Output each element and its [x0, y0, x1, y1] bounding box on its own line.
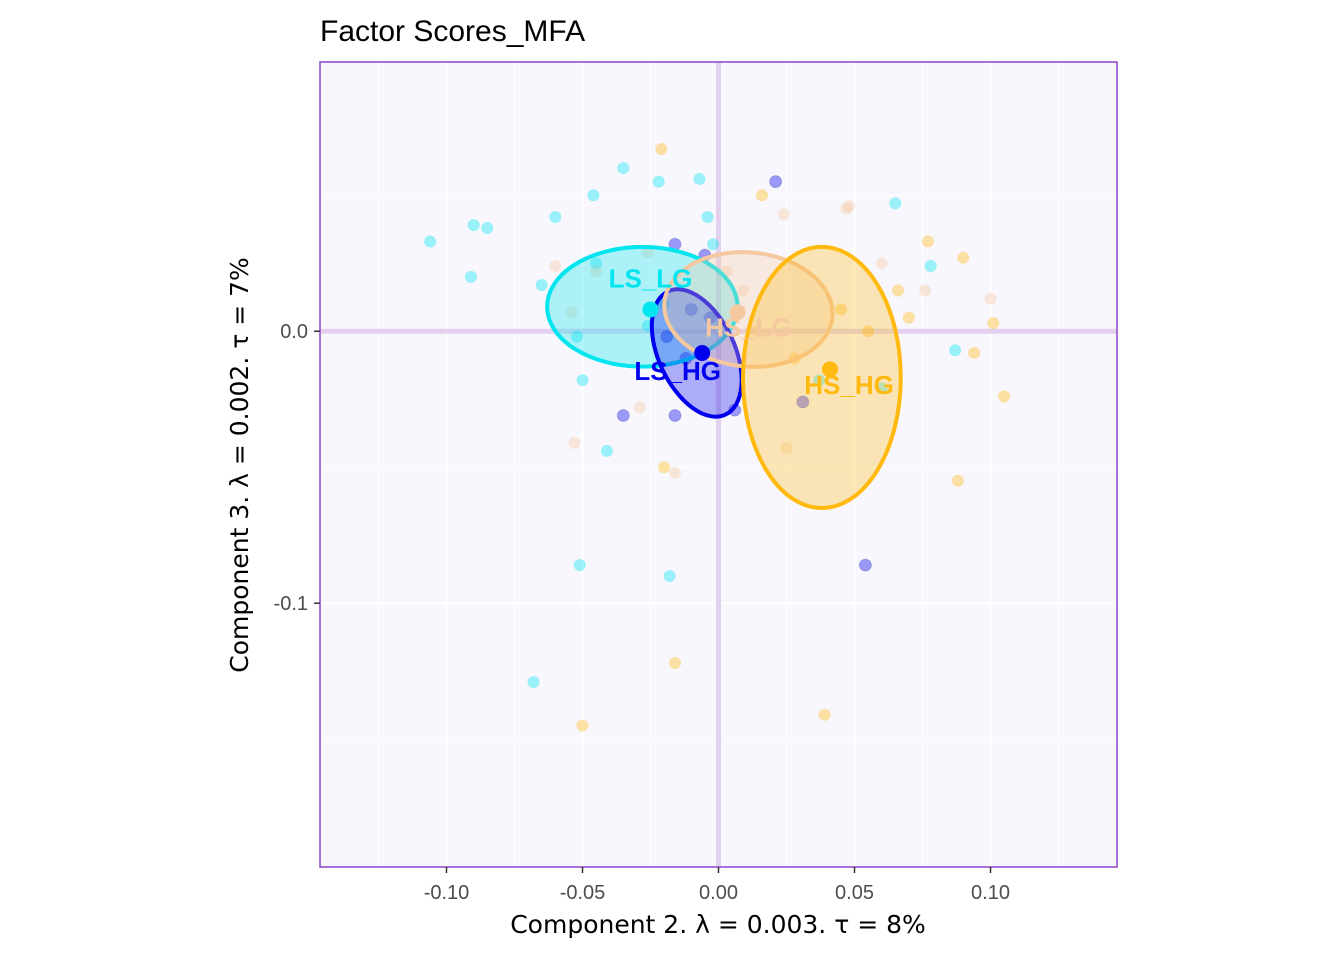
data-point-ls_lg — [481, 221, 494, 234]
data-point-ls_lg — [663, 570, 676, 583]
data-point-hs_lg — [984, 292, 997, 305]
data-point-ls_lg — [693, 172, 706, 185]
observation-points — [424, 143, 1011, 732]
data-point-ls_lg — [949, 344, 962, 357]
data-point-ls_lg — [467, 219, 480, 232]
data-point-hs_hg — [968, 346, 981, 359]
data-point-hs_hg — [862, 325, 875, 338]
data-point-ls_lg — [587, 189, 600, 202]
y-axis-label: Component 3. λ = 0.002. τ = 7% — [225, 257, 254, 673]
data-point-ls_lg — [535, 279, 548, 292]
data-point-hs_lg — [590, 265, 603, 278]
data-point-hs_hg — [951, 474, 964, 487]
data-point-ls_lg — [571, 330, 584, 343]
x-axis-ticks: -0.10 -0.05 0.00 0.05 0.10 — [424, 867, 1010, 904]
minor-gridlines — [320, 62, 1117, 867]
group-label-hs_lg: HS_LG — [705, 313, 792, 343]
y-axis-ticks: -0.1 0.0 — [274, 321, 320, 615]
data-point-hs_hg — [834, 303, 847, 316]
data-point-ls_lg — [813, 374, 826, 387]
data-point-hs_lg — [777, 208, 790, 221]
mean-point-hs_lg — [729, 304, 746, 321]
data-point-hs_hg — [655, 143, 668, 156]
mean-point-ls_hg — [694, 344, 711, 361]
data-point-hs_lg — [736, 284, 749, 297]
x-tick-label: 0.05 — [835, 882, 874, 904]
group-labels: LS_LG LS_HG HS_LG HS_HG — [609, 264, 894, 400]
data-point-ls_hg — [703, 311, 717, 325]
data-point-ls_lg — [701, 211, 714, 224]
y-tick-label: -0.1 — [274, 593, 308, 615]
data-point-hs_lg — [668, 466, 681, 479]
chart-title: Factor Scores_MFA — [320, 15, 585, 48]
group-label-hs_hg: HS_HG — [804, 370, 894, 400]
data-point-hs_hg — [892, 284, 905, 297]
mean-point-hs_hg — [822, 361, 839, 378]
x-axis-label: Component 2. λ = 0.003. τ = 8% — [510, 910, 926, 939]
data-point-hs_hg — [921, 235, 934, 248]
data-point-ls_lg — [549, 211, 562, 224]
data-point-ls_lg — [576, 374, 589, 387]
origin-axis-lines — [320, 62, 1117, 867]
data-point-hs_hg — [576, 719, 589, 732]
data-point-ls_hg — [684, 302, 698, 316]
data-point-ls_hg — [769, 175, 783, 189]
data-point-ls_hg — [796, 395, 810, 409]
data-point-hs_hg — [998, 390, 1011, 403]
data-point-hs_lg — [641, 246, 654, 259]
x-tick-label: -0.10 — [424, 882, 470, 904]
data-point-ls_lg — [924, 259, 937, 272]
data-point-hs_hg — [668, 657, 681, 670]
data-point-ls_hg — [858, 558, 872, 572]
data-point-hs_hg — [756, 189, 769, 202]
y-tick-label: 0.0 — [280, 321, 308, 343]
mean-point-ls_lg — [642, 301, 659, 318]
group-means — [642, 301, 839, 378]
x-tick-label: 0.00 — [699, 882, 738, 904]
data-point-hs_hg — [957, 251, 970, 264]
confidence-ellipses — [545, 244, 903, 511]
ellipse-hs_hg — [740, 244, 903, 511]
data-point-ls_lg — [590, 257, 603, 270]
data-point-ls_lg — [875, 382, 888, 395]
data-point-hs_lg — [750, 325, 763, 338]
data-point-ls_lg — [527, 676, 540, 689]
x-tick-label: 0.10 — [971, 882, 1010, 904]
data-point-ls_lg — [464, 270, 477, 283]
data-point-hs_lg — [633, 401, 646, 414]
data-point-ls_lg — [573, 559, 586, 572]
data-point-hs_lg — [875, 257, 888, 270]
data-point-ls_lg — [707, 238, 720, 251]
data-point-hs_lg — [565, 306, 578, 319]
data-point-hs_hg — [658, 461, 671, 474]
data-point-ls_lg — [617, 162, 630, 175]
data-point-hs_lg — [919, 284, 932, 297]
x-tick-label: -0.05 — [560, 882, 606, 904]
data-point-ls_lg — [889, 197, 902, 210]
group-label-ls_hg: LS_HG — [634, 356, 721, 386]
data-point-ls_hg — [668, 409, 682, 423]
data-point-ls_lg — [600, 444, 613, 457]
data-point-hs_lg — [568, 436, 581, 449]
data-point-hs_lg — [843, 200, 856, 213]
data-point-ls_lg — [424, 235, 437, 248]
data-point-ls_hg — [660, 330, 674, 344]
data-point-hs_hg — [818, 708, 831, 721]
data-point-hs_lg — [780, 442, 793, 455]
data-point-hs_hg — [987, 317, 1000, 330]
data-point-ls_hg — [616, 409, 630, 423]
group-label-ls_lg: LS_LG — [609, 264, 693, 294]
data-point-hs_lg — [840, 202, 853, 215]
data-point-hs_hg — [902, 311, 915, 324]
data-point-ls_lg — [652, 175, 665, 188]
data-point-hs_lg — [549, 259, 562, 272]
